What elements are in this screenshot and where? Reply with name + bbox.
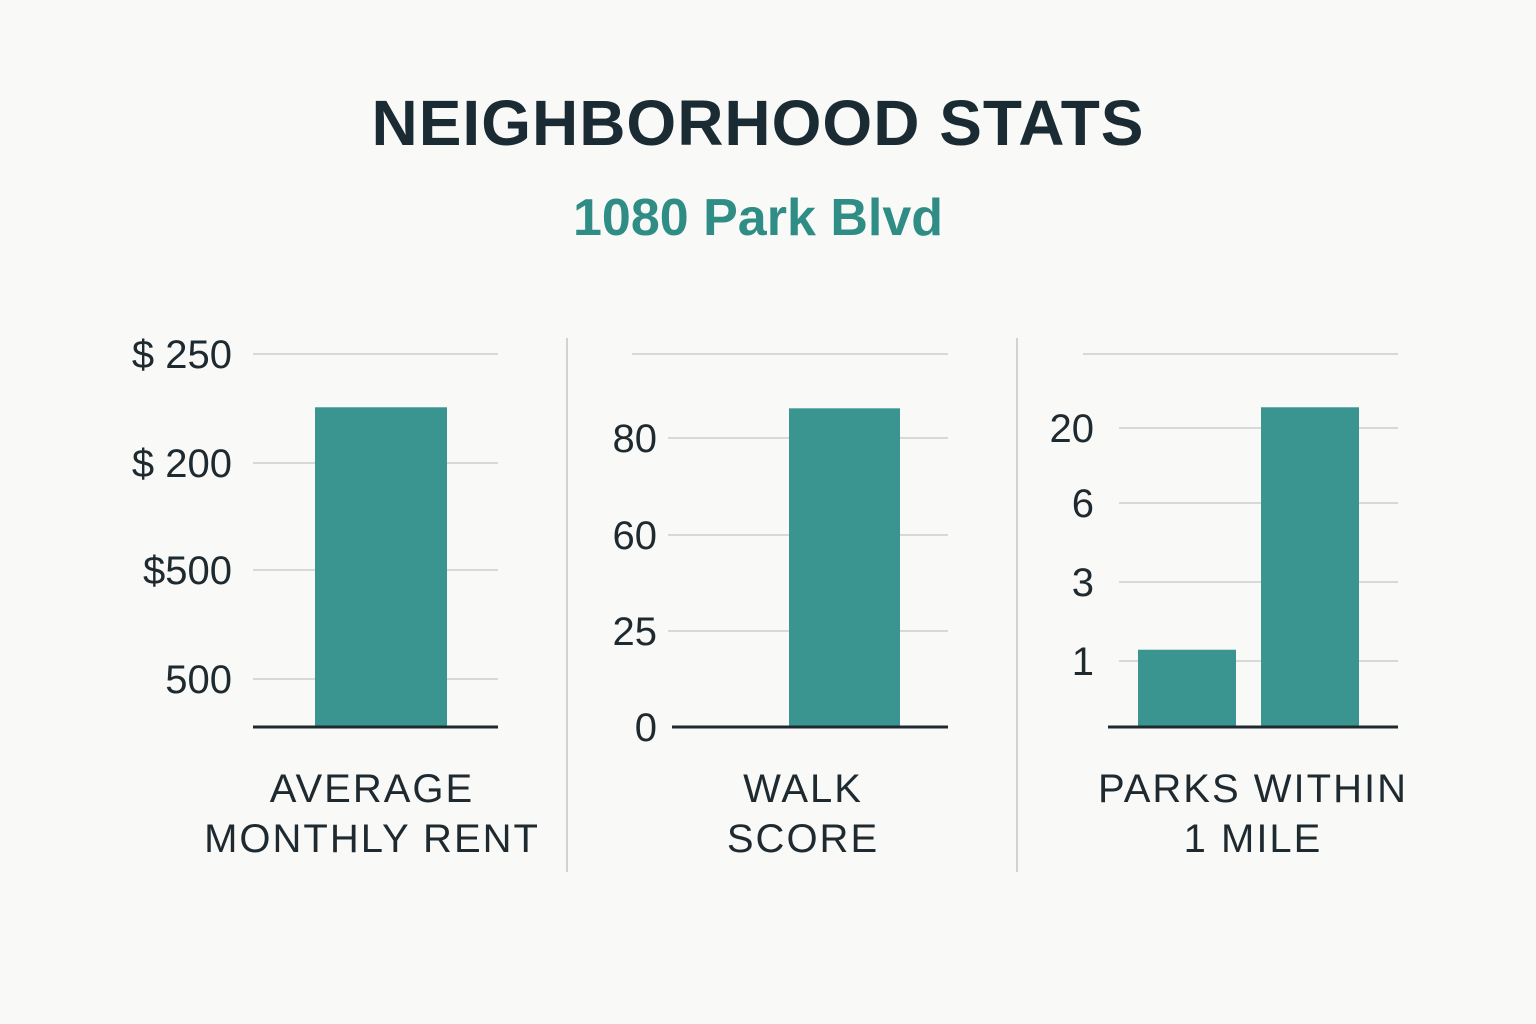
page-subtitle: 1080 Park Blvd [572, 189, 944, 247]
page-title: NEIGHBORHOOD STATS [371, 87, 1145, 159]
chart-3-bar-2 [1261, 407, 1359, 727]
chart-3-tick-label-3: 6 [1072, 482, 1094, 526]
chart-2-tick-label-4: 80 [613, 417, 658, 461]
chart-3-tick-label-4: 20 [1050, 407, 1095, 451]
chart-2-tick-label-2: 25 [613, 610, 658, 654]
chart-1-category-label-line-2: MONTHLY RENT [204, 817, 540, 861]
chart-1-tick-label-4: $ 250 [132, 333, 232, 377]
chart-3-bar-1 [1138, 649, 1236, 727]
chart-1-category-label-line-1: AVERAGE [270, 767, 474, 811]
chart-2-bar-1 [789, 408, 900, 727]
chart-1-bar-1 [315, 407, 447, 727]
chart-3-tick-label-2: 3 [1072, 561, 1094, 605]
chart-2-category-label-line-2: SCORE [727, 817, 879, 861]
chart-3-tick-label-1: 1 [1072, 640, 1094, 684]
chart-3-category-label-line-1: PARKS WITHIN [1098, 767, 1408, 811]
chart-1-tick-label-3: $ 200 [132, 442, 232, 486]
chart-2-category-label-line-1: WALK [743, 767, 863, 811]
chart-3-category-label-line-2: 1 MILE [1184, 817, 1323, 861]
chart-2-tick-label-3: 60 [613, 514, 658, 558]
chart-1-tick-label-2: $500 [143, 549, 232, 593]
chart-1-tick-label-1: 500 [165, 658, 232, 702]
chart-2-tick-label-1: 0 [635, 706, 657, 750]
